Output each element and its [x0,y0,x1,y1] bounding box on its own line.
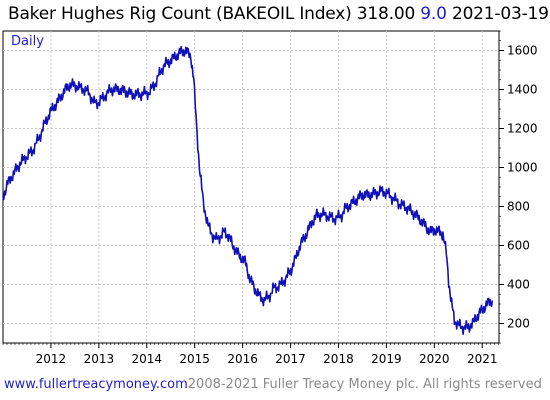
rig-count-series-line [2,45,494,335]
y-tick-label: 600 [507,239,530,253]
frequency-label: Daily [11,34,44,49]
chart-title: Baker Hughes Rig Count (BAKEOIL Index) 3… [8,4,549,28]
copyright-text: 2008-2021 Fuller Treacy Money plc. All r… [187,377,542,392]
y-tick-label: 1400 [507,83,538,97]
y-tick-label: 1600 [507,44,538,58]
y-tick-label: 400 [507,278,530,292]
x-tick-label: 2021 [467,352,498,366]
y-tick-label: 200 [507,317,530,331]
plot-frame [2,30,500,344]
site-link[interactable]: www.fullertreacymoney.com [4,377,188,392]
footer: www.fullertreacymoney.com2008-2021 Fulle… [4,377,542,392]
x-tick-label: 2017 [275,352,306,366]
change-value: 9.0 [420,4,447,24]
x-tick-label: 2016 [227,352,258,366]
chart-title-name: Baker Hughes Rig Count (BAKEOIL Index) [8,4,352,24]
x-tick-label: 2019 [371,352,402,366]
x-tick-label: 2018 [323,352,354,366]
y-tick-label: 1000 [507,161,538,175]
last-date: 2021-03-19 [451,4,549,24]
x-tick-label: 2020 [419,352,450,366]
x-tick-label: 2014 [131,352,162,366]
y-tick-label: 1200 [507,122,538,136]
y-tick-label: 800 [507,200,530,214]
x-tick-label: 2012 [36,352,67,366]
x-tick-label: 2015 [179,352,210,366]
last-value: 318.00 [356,4,416,24]
x-tick-label: 2013 [84,352,115,366]
